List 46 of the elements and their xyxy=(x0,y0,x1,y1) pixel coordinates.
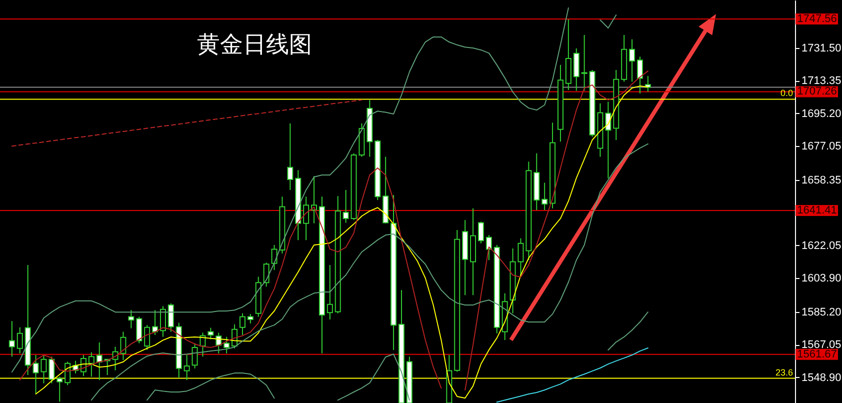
y-tick-label: 1603.90 xyxy=(802,272,842,285)
candlestick xyxy=(478,221,484,244)
candlestick xyxy=(287,122,294,190)
candlestick xyxy=(636,56,643,94)
candlestick xyxy=(224,336,230,354)
candlestick xyxy=(8,320,15,358)
text: 黄金日线图 xyxy=(197,32,312,58)
candlestick xyxy=(573,48,580,92)
candlestick xyxy=(303,196,310,241)
y-tick-label: 1677.05 xyxy=(802,140,842,153)
candlestick xyxy=(208,327,214,340)
ref-line-label: 1641.41 xyxy=(797,204,837,216)
candlestick xyxy=(247,314,254,324)
candlestick xyxy=(88,352,94,378)
candlestick xyxy=(56,376,63,402)
y-tick-label: 1622.05 xyxy=(802,240,842,252)
y-tick-label: 1658.35 xyxy=(802,174,842,186)
candlestick xyxy=(136,316,142,344)
line-series xyxy=(11,99,362,147)
candlestick xyxy=(184,354,190,381)
candlestick xyxy=(326,264,333,320)
y-tick-label: 1713.35 xyxy=(802,75,842,88)
ref-line-label: 1561.67 xyxy=(797,348,837,360)
candlestick xyxy=(48,356,55,384)
candlestick xyxy=(239,312,246,336)
y-tick-label: 1731.50 xyxy=(802,42,842,54)
candlestick xyxy=(192,342,198,369)
y-tick-label: 1585.20 xyxy=(802,306,842,318)
candlestick xyxy=(128,310,134,329)
y-tick-label: 1548.90 xyxy=(802,372,842,384)
candlestick xyxy=(629,38,636,82)
candlestick xyxy=(644,75,651,92)
candlestick xyxy=(581,34,588,92)
candlestick xyxy=(144,324,150,350)
line-series xyxy=(90,143,648,401)
annotation: 23.6 xyxy=(775,367,793,378)
candlestick xyxy=(342,189,349,224)
ref-line-label: 1747.56 xyxy=(797,13,837,26)
line-series xyxy=(496,347,648,403)
ref-line-label: 1707.26 xyxy=(797,86,837,98)
candlestick xyxy=(168,302,174,332)
candlestick xyxy=(160,306,166,338)
y-tick-label: 1695.20 xyxy=(802,108,842,120)
candlestick xyxy=(16,326,23,354)
candlestick xyxy=(542,182,548,210)
candlestick xyxy=(152,310,158,336)
